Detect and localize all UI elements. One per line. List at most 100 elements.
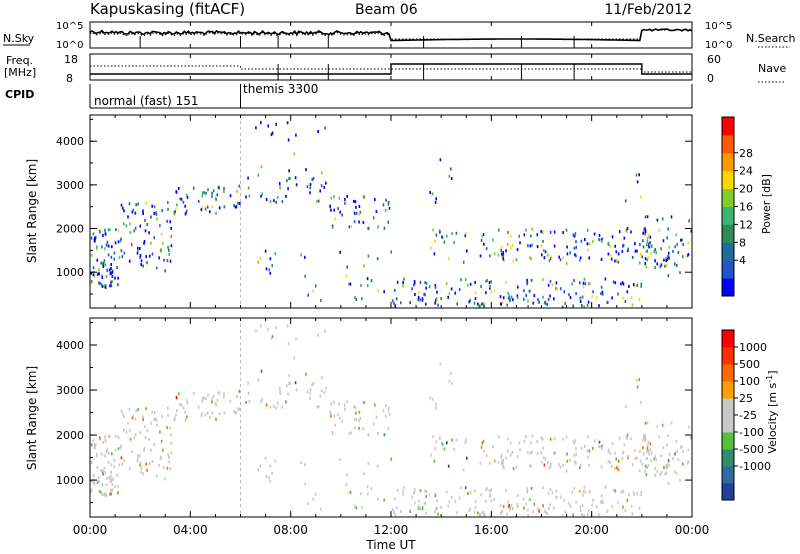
power-echo-202	[247, 176, 249, 180]
power-echo-76	[169, 259, 172, 263]
power-echo-115	[123, 222, 125, 226]
power-echo-249	[337, 207, 339, 211]
power-echo-212	[276, 196, 279, 200]
velocity-echo-198	[289, 381, 291, 385]
velocity-echo-450	[547, 492, 550, 496]
power-echo-48	[104, 232, 107, 236]
velocity-echo-383	[572, 513, 574, 517]
velocity-echo-324	[458, 496, 461, 500]
velocity-echo-669	[670, 421, 673, 425]
station-title: Kapuskasing (fitACF)	[90, 0, 245, 18]
velocity-echo-85	[153, 443, 155, 447]
velocity-echo-606	[547, 461, 549, 465]
power-echo-744	[101, 284, 104, 288]
power-echo-659	[642, 239, 644, 243]
power-echo-472	[394, 304, 397, 308]
cpid-segment-1-label: normal (fast) 151	[94, 94, 198, 108]
velocity-echo-646	[644, 433, 646, 437]
power-echo-636	[553, 230, 556, 234]
power-echo-14	[92, 232, 95, 236]
power-echo-139	[121, 206, 124, 210]
velocity-echo-317	[547, 506, 550, 510]
power-echo-116	[153, 205, 156, 209]
velocity-echo-181	[206, 411, 209, 415]
velocity-echo-663	[677, 458, 680, 462]
power-echo-686	[655, 251, 657, 255]
cpid-label: CPID	[5, 88, 34, 101]
power-echo-597	[562, 231, 564, 234]
power-echo-164	[236, 189, 238, 193]
power-echo-245	[387, 202, 390, 206]
velocity-echo-186	[200, 414, 203, 418]
velocity-plot-background	[90, 318, 692, 517]
velocity-echo-37	[94, 446, 96, 450]
velocity-echo-26	[108, 476, 111, 480]
power-echo-132	[140, 259, 143, 263]
velocity-echo-316	[525, 502, 527, 506]
velocity-echo-575	[501, 460, 503, 464]
velocity-echo-489	[523, 440, 526, 443]
power-echo-400	[440, 297, 442, 301]
velocity-echo-259	[344, 403, 346, 407]
velocity-echo-629	[549, 464, 552, 468]
velocity-echo-177	[173, 418, 176, 422]
power-echo-286	[307, 293, 309, 297]
velocity-echo-711	[293, 356, 296, 360]
power-echo-644	[615, 250, 618, 254]
power-echo-650	[666, 236, 668, 240]
power-echo-155	[192, 186, 195, 190]
power-echo-131	[134, 211, 137, 215]
velocity-echo-114	[139, 463, 141, 467]
velocity-echo-108	[167, 413, 169, 417]
power-echo-448	[528, 289, 531, 293]
power-echo-548	[511, 243, 514, 247]
power-echo-373	[624, 300, 627, 303]
velocity-echo-43	[90, 443, 93, 447]
velocity-echo-442	[589, 490, 591, 494]
velocity-echo-688	[680, 445, 682, 449]
velocity-echo-320	[569, 504, 572, 508]
power-echo-175	[185, 211, 187, 215]
power-echo-267	[350, 225, 353, 228]
power-echo-176	[177, 187, 180, 190]
power-echo-258	[330, 196, 332, 200]
power-echo-431	[553, 297, 555, 301]
velocity-echo-172	[174, 416, 176, 420]
velocity-echo-537	[609, 461, 611, 465]
velocity-echo-742	[109, 492, 111, 496]
velocity-colorbar-label-4: -25	[739, 409, 757, 422]
velocity-echo-110	[146, 468, 148, 472]
power-echo-526	[565, 228, 568, 232]
velocity-echo-342	[402, 492, 404, 496]
velocity-echo-32	[111, 478, 114, 482]
power-echo-290	[383, 290, 385, 294]
power-echo-378	[595, 296, 598, 300]
power-echo-690	[687, 241, 690, 245]
power-echo-496	[654, 259, 656, 263]
velocity-echo-147	[223, 392, 225, 396]
velocity-echo-643	[626, 433, 629, 437]
velocity-echo-79	[164, 477, 166, 481]
power-echo-237	[333, 208, 335, 212]
velocity-echo-591	[649, 442, 652, 446]
power-echo-484	[649, 241, 651, 245]
power-echo-315	[640, 282, 643, 286]
power-echo-84	[168, 248, 170, 252]
power-echo-165	[186, 209, 188, 213]
power-echo-141	[155, 266, 158, 270]
power-echo-416	[614, 281, 617, 285]
velocity-echo-733	[110, 492, 113, 496]
power-echo-603	[516, 248, 519, 252]
velocity-echo-390	[483, 513, 485, 517]
velocity-echo-703	[305, 372, 307, 376]
power-y-tick-label-0: 1000	[56, 266, 84, 279]
power-echo-712	[275, 122, 277, 126]
power-echo-53	[102, 262, 105, 266]
velocity-echo-571	[647, 449, 650, 453]
power-echo-312	[418, 291, 420, 295]
velocity-colorbar-label: Velocity [m s-1]	[765, 370, 779, 453]
power-colorbar-cell-4	[722, 206, 734, 225]
power-echo-441	[490, 280, 492, 284]
power-echo-444	[612, 280, 615, 284]
velocity-echo-724	[450, 372, 452, 375]
